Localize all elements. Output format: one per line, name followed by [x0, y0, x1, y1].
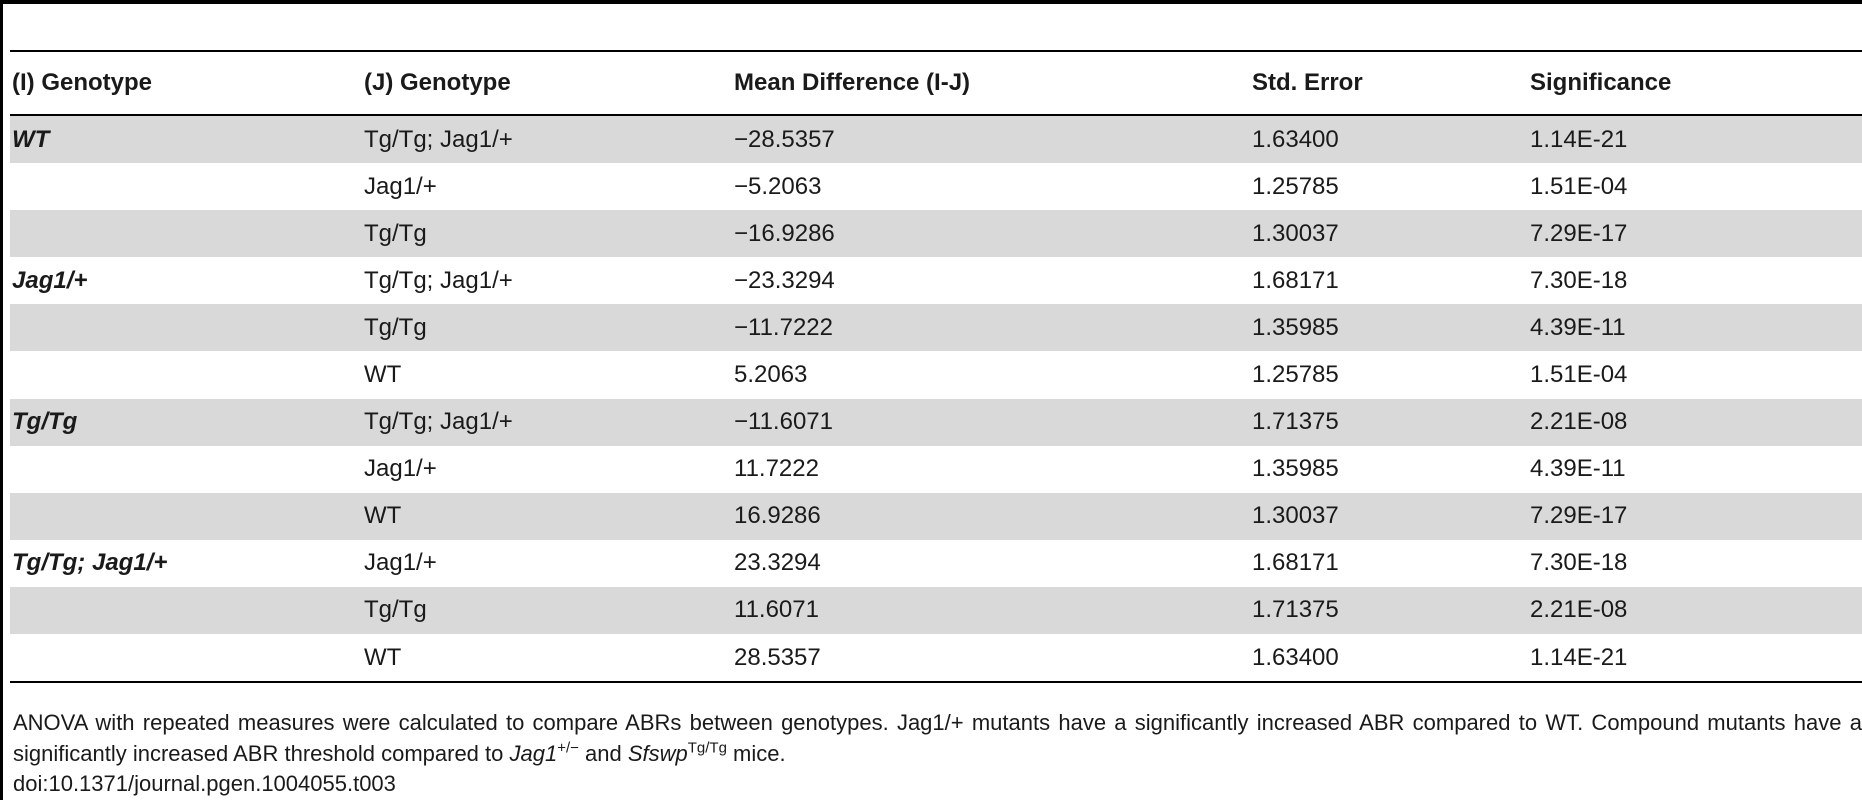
footnote-conjunction: and — [578, 741, 628, 766]
cell-significance: 1.51E-04 — [1530, 361, 1628, 389]
table-row: Tg/Tg −11.7222 1.35985 4.39E-11 — [10, 304, 1862, 352]
cell-mean-difference: −11.6071 — [732, 398, 1250, 446]
table-row: Jag1/+ Tg/Tg; Jag1/+ −23.3294 1.68171 7.30E-… — [10, 257, 1862, 304]
cell-i-genotype: WT — [10, 115, 362, 164]
footnote-text: ANOVA with repeated measures were calcul… — [13, 710, 1862, 766]
cell-significance: 7.30E-18 — [1530, 266, 1628, 294]
cell-std-error: 1.68171 — [1252, 266, 1339, 294]
cell-mean-difference: 5.2063 — [734, 361, 808, 389]
cell-j-genotype: Tg/Tg — [362, 586, 732, 635]
footnote-gene-sfswp: Sfswp — [627, 741, 688, 766]
cell-j-genotype: Jag1/+ — [364, 455, 437, 483]
cell-i-genotype — [10, 304, 362, 352]
cell-i-genotype: Tg/Tg; Jag1/+ — [12, 549, 168, 577]
cell-i-genotype — [10, 446, 362, 493]
cell-i-genotype — [10, 210, 362, 258]
table-row: Tg/Tg −16.9286 1.30037 7.29E-17 — [10, 210, 1862, 258]
cell-i-genotype: Jag1/+ — [12, 266, 88, 294]
cell-j-genotype: Tg/Tg; Jag1/+ — [362, 398, 732, 446]
cell-j-genotype: WT — [364, 643, 402, 671]
table-footnote: ANOVA with repeated measures were calcul… — [13, 707, 1862, 769]
table-row: WT Tg/Tg; Jag1/+ −28.5357 1.63400 1.14E-21 — [10, 115, 1862, 164]
cell-std-error: 1.63400 — [1252, 643, 1339, 671]
top-border — [0, 0, 1862, 4]
header-j-genotype: (J) Genotype — [364, 69, 511, 96]
cell-mean-difference: −5.2063 — [734, 172, 822, 200]
cell-std-error: 1.71375 — [1250, 398, 1528, 446]
cell-significance: 4.39E-11 — [1530, 455, 1626, 483]
cell-std-error: 1.30037 — [1250, 210, 1528, 258]
cell-std-error: 1.63400 — [1250, 115, 1528, 164]
cell-i-genotype — [10, 163, 362, 210]
cell-significance: 2.21E-08 — [1528, 398, 1862, 446]
cell-j-genotype: Tg/Tg; Jag1/+ — [362, 115, 732, 164]
cell-i-genotype — [10, 492, 362, 540]
cell-i-genotype: Tg/Tg — [10, 398, 362, 446]
cell-significance: 2.21E-08 — [1528, 586, 1862, 635]
cell-i-genotype — [10, 586, 362, 635]
cell-std-error: 1.68171 — [1252, 549, 1339, 577]
footnote-gene-sfswp-sup: Tg/Tg — [687, 739, 727, 757]
cell-significance: 1.14E-21 — [1528, 115, 1862, 164]
header-mean-difference: Mean Difference (I-J) — [734, 69, 971, 96]
header-std-error: Std. Error — [1252, 69, 1363, 96]
footnote-gene-jag1-sup: +/− — [557, 739, 579, 757]
cell-significance: 4.39E-11 — [1528, 304, 1862, 352]
cell-i-genotype — [10, 351, 362, 398]
results-table: (I) Genotype (J) Genotype Mean Differenc… — [10, 50, 1862, 683]
cell-significance: 1.51E-04 — [1530, 172, 1628, 200]
cell-mean-difference: 23.3294 — [734, 549, 821, 577]
table-header-row: (I) Genotype (J) Genotype Mean Differenc… — [10, 51, 1862, 115]
table-body: WT Tg/Tg; Jag1/+ −28.5357 1.63400 1.14E-21 Ja… — [10, 115, 1862, 683]
cell-std-error: 1.35985 — [1250, 304, 1528, 352]
cell-significance: 7.29E-17 — [1528, 492, 1862, 540]
table-row: Jag1/+ 11.7222 1.35985 4.39E-11 — [10, 446, 1862, 493]
cell-mean-difference: 16.9286 — [732, 492, 1250, 540]
cell-significance: 1.14E-21 — [1530, 643, 1628, 671]
table-row: Jag1/+ −5.2063 1.25785 1.51E-04 — [10, 163, 1862, 210]
cell-mean-difference: −28.5357 — [732, 115, 1250, 164]
cell-significance: 7.29E-17 — [1528, 210, 1862, 258]
left-border — [0, 0, 3, 800]
cell-mean-difference: 28.5357 — [734, 643, 821, 671]
cell-std-error: 1.25785 — [1252, 172, 1339, 200]
cell-j-genotype: Jag1/+ — [364, 549, 437, 577]
table-row: WT 16.9286 1.30037 7.29E-17 — [10, 492, 1862, 540]
footnote-gene-jag1: Jag1 — [509, 741, 558, 766]
cell-j-genotype: Tg/Tg; Jag1/+ — [364, 266, 513, 294]
cell-j-genotype: WT — [364, 361, 402, 389]
table-row: Tg/Tg 11.6071 1.71375 2.21E-08 — [10, 586, 1862, 635]
cell-mean-difference: −16.9286 — [732, 210, 1250, 258]
cell-i-genotype — [10, 634, 362, 682]
cell-std-error: 1.30037 — [1250, 492, 1528, 540]
cell-j-genotype: Tg/Tg — [362, 304, 732, 352]
table-row: WT 28.5357 1.63400 1.14E-21 — [10, 634, 1862, 683]
header-i-genotype: (I) Genotype — [12, 69, 153, 96]
header-significance: Significance — [1530, 69, 1672, 96]
cell-std-error: 1.71375 — [1250, 586, 1528, 635]
cell-j-genotype: Jag1/+ — [364, 172, 437, 200]
cell-j-genotype: WT — [362, 492, 732, 540]
cell-std-error: 1.25785 — [1252, 361, 1339, 389]
cell-std-error: 1.35985 — [1252, 455, 1339, 483]
cell-j-genotype: Tg/Tg — [362, 210, 732, 258]
table-row: WT 5.2063 1.25785 1.51E-04 — [10, 351, 1862, 398]
cell-mean-difference: 11.6071 — [732, 586, 1250, 635]
table-row: Tg/Tg Tg/Tg; Jag1/+ −11.6071 1.71375 2.21E-0… — [10, 398, 1862, 446]
cell-mean-difference: 11.7222 — [734, 455, 819, 483]
doi-line: doi:10.1371/journal.pgen.1004055.t003 — [13, 771, 396, 796]
results-table-container: (I) Genotype (J) Genotype Mean Differenc… — [10, 50, 1862, 683]
table-row: Tg/Tg; Jag1/+ Jag1/+ 23.3294 1.68171 7.30E-1… — [10, 540, 1862, 587]
cell-mean-difference: −11.7222 — [732, 304, 1250, 352]
footnote-end: mice. — [726, 741, 786, 766]
cell-significance: 7.30E-18 — [1530, 549, 1628, 577]
cell-mean-difference: −23.3294 — [734, 266, 835, 294]
